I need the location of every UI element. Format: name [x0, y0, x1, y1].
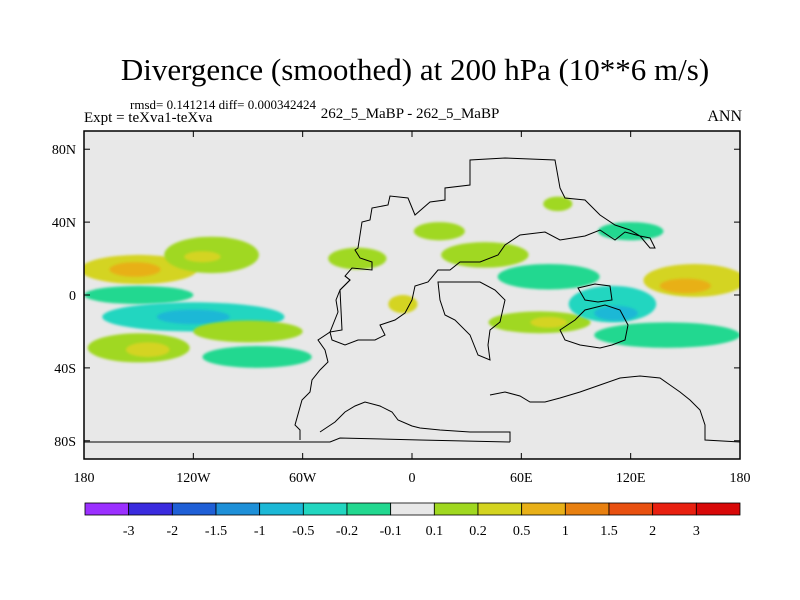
anomaly-region-west-pacific-north-core — [109, 262, 161, 277]
colorbar-label: -0.2 — [336, 524, 358, 539]
anomaly-region-east-asia-north — [597, 222, 664, 241]
y-tick-label: 80N — [52, 143, 76, 158]
case-label: 262_5_MaBP - 262_5_MaBP — [320, 106, 500, 122]
colorbar-swatch — [695, 502, 741, 516]
anomaly-region-southern-band-west-core — [125, 342, 170, 357]
x-tick-label: 180 — [74, 471, 95, 486]
y-axis: 80N 40N 0 40S 80S — [52, 143, 740, 450]
anomaly-region-central-pacific-north-core — [184, 251, 221, 263]
colorbar-label: 1 — [562, 524, 569, 539]
colorbar-label: -3 — [123, 524, 135, 539]
anomaly-region-south-pacific-convergence — [193, 320, 303, 343]
anomaly-layer — [84, 196, 740, 368]
y-tick-label: 40N — [52, 216, 76, 231]
x-tick-label: 120E — [616, 471, 646, 486]
coastline-eurasia-africa — [329, 157, 656, 346]
anomaly-region-southern-band-mid — [202, 346, 312, 368]
chart-title: Divergence (smoothed) at 200 hPa (10**6 … — [120, 52, 710, 87]
colorbar-label: -1 — [254, 524, 266, 539]
anomaly-region-maritime-continent-core — [594, 305, 638, 321]
coastline-layer — [84, 157, 740, 443]
colorbar-swatch — [346, 502, 392, 516]
anomaly-region-indian-ocean-north — [497, 264, 600, 290]
colorbar-swatch — [477, 502, 523, 516]
x-tick-label: 60W — [289, 471, 317, 486]
y-tick-label: 40S — [54, 362, 76, 377]
colorbar-swatch — [521, 502, 566, 516]
colorbar-swatch — [652, 502, 697, 516]
colorbar-label: 3 — [693, 524, 700, 539]
anomaly-region-atlantic-equatorial — [388, 295, 418, 314]
anomaly-region-east-pacific-north-core — [659, 278, 711, 294]
colorbar-swatch — [259, 502, 304, 516]
coastline-antarctic-east — [489, 375, 740, 443]
coastline-antarctic-ice — [84, 437, 511, 443]
colorbar-label: 1.5 — [600, 524, 618, 539]
colorbar-swatch — [390, 502, 435, 516]
anomaly-region-siberia-north — [543, 196, 573, 212]
colorbar-swatch — [128, 502, 173, 516]
experiment-label: Expt = teXva1-teXva — [84, 110, 213, 126]
x-tick-label: 120W — [176, 471, 211, 486]
coastline-antarctic-peninsula — [319, 401, 511, 442]
coastline-australia — [559, 304, 629, 349]
x-tick-label: 60E — [510, 471, 533, 486]
anomaly-region-east-pacific-south — [594, 322, 740, 348]
coastline-america — [294, 275, 351, 440]
coastline-indonesia — [577, 283, 613, 303]
colorbar-label: 0.1 — [426, 524, 444, 539]
stats-text: rmsd= 0.141214 diff= 0.000342424 — [130, 97, 316, 112]
colorbar-label: -0.5 — [292, 524, 314, 539]
colorbar-swatch — [215, 502, 261, 516]
colorbar-label: 0.2 — [469, 524, 487, 539]
colorbar-swatch — [608, 502, 654, 516]
anomaly-region-atlantic-north — [328, 247, 387, 270]
colorbar-swatch — [564, 502, 610, 516]
x-axis: 180 120W 60W 0 60E 120E 180 — [74, 131, 751, 486]
colorbar-swatch — [84, 502, 130, 516]
x-tick-label: 180 — [730, 471, 751, 486]
y-tick-label: 0 — [69, 289, 76, 304]
y-tick-label: 80S — [54, 435, 76, 450]
colorbar-label: 2 — [649, 524, 656, 539]
colorbar-swatch — [433, 502, 479, 516]
anomaly-region-africa-north — [413, 222, 465, 241]
colorbar-label: 0.5 — [513, 524, 531, 539]
x-tick-label: 0 — [409, 471, 416, 486]
colorbar-label: -1.5 — [205, 524, 227, 539]
anomaly-region-pacific-south-core — [156, 309, 230, 325]
colorbar-swatch — [302, 502, 348, 516]
anomaly-region-indian-ocean-south-core — [530, 316, 567, 328]
colorbar: -3 -2 -1.5 -1 -0.5 -0.2 -0.1 0.1 0.2 0.5 1 1.5 2 3 — [84, 502, 741, 539]
colorbar-label: -2 — [166, 524, 178, 539]
coastline-africa-south — [437, 281, 506, 361]
colorbar-swatch — [171, 502, 217, 516]
anomaly-region-pacific-equatorial-west — [84, 285, 194, 305]
season-label: ANN — [707, 108, 742, 125]
colorbar-label: -0.1 — [380, 524, 402, 539]
anomaly-region-africa-mid — [441, 242, 529, 268]
